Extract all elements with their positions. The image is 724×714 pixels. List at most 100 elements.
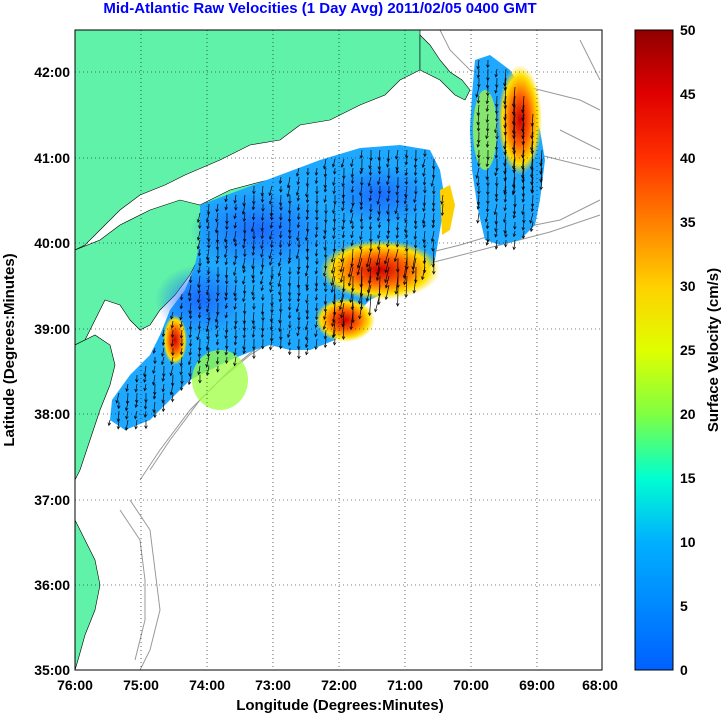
velocity-arrow — [513, 122, 516, 139]
velocity-arrowhead — [377, 166, 381, 170]
velocity-arrow — [287, 185, 291, 197]
velocity-arrowhead — [430, 238, 435, 243]
velocity-arrow — [486, 221, 489, 229]
velocity-arrowhead — [485, 242, 489, 246]
velocity-arrow — [386, 176, 390, 185]
velocity-arrow — [144, 410, 147, 418]
velocity-arrowhead — [305, 248, 310, 253]
velocity-arrow — [388, 221, 390, 234]
velocity-arrow — [413, 275, 417, 294]
velocity-arrowhead — [494, 228, 498, 232]
velocity-arrow — [171, 356, 174, 365]
velocity-arrowhead — [403, 281, 407, 286]
velocity-arrowhead — [356, 264, 361, 269]
velocity-arrowhead — [386, 164, 390, 168]
velocity-arrow — [306, 275, 309, 288]
velocity-arrowhead — [315, 261, 319, 265]
velocity-arrowhead — [413, 236, 418, 240]
velocity-arrowhead — [421, 164, 426, 168]
velocity-arrowhead — [188, 315, 193, 320]
land-cape-cod — [419, 34, 471, 101]
velocity-arrowhead — [323, 184, 327, 189]
velocity-arrow — [234, 194, 237, 204]
velocity-arrow — [359, 284, 363, 304]
velocity-arrowhead — [332, 333, 337, 338]
velocity-arrow — [513, 86, 516, 107]
velocity-arrow — [423, 167, 426, 177]
velocity-arrow — [396, 185, 399, 195]
velocity-arrow — [279, 311, 282, 323]
velocity-arrow — [414, 158, 417, 168]
velocity-arrowhead — [503, 191, 508, 196]
x-tick-label: 72:00 — [321, 677, 357, 693]
velocity-arrow — [350, 311, 354, 330]
velocity-arrow — [369, 221, 372, 230]
velocity-arrow — [242, 293, 246, 302]
velocity-arrowhead — [188, 334, 193, 339]
velocity-arrowhead — [161, 342, 166, 346]
velocity-arrow — [261, 239, 264, 249]
velocity-arrow — [333, 284, 336, 304]
velocity-arrowhead — [521, 199, 526, 203]
velocity-arrow — [360, 167, 363, 174]
velocity-arrowhead — [341, 226, 345, 230]
velocity-arrow — [396, 230, 399, 239]
velocity-arrowhead — [242, 290, 247, 295]
velocity-arrow — [332, 158, 336, 167]
hotspot-cape-cod — [498, 65, 542, 175]
velocity-arrowhead — [250, 228, 255, 233]
velocity-arrowhead — [215, 218, 219, 223]
velocity-arrow — [117, 410, 120, 422]
velocity-arrowhead — [367, 268, 371, 273]
velocity-arrow — [522, 230, 525, 239]
velocity-arrow — [135, 419, 138, 429]
velocity-arrowhead — [286, 184, 291, 189]
velocity-arrowhead — [278, 328, 282, 332]
colorbar-tick-label: 15 — [680, 470, 696, 486]
velocity-arrowhead — [475, 175, 479, 179]
velocity-arrowhead — [205, 328, 209, 333]
velocity-arrowhead — [476, 144, 480, 148]
velocity-arrowhead — [314, 324, 318, 329]
velocity-arrow — [513, 131, 516, 151]
velocity-arrow — [324, 167, 327, 177]
colorbar-tick-label: 45 — [680, 86, 696, 102]
velocity-arrow — [333, 221, 336, 231]
velocity-arrowhead — [476, 219, 480, 224]
velocity-arrowhead — [377, 157, 381, 161]
velocity-arrow — [297, 329, 300, 336]
velocity-arrowhead — [179, 305, 184, 310]
velocity-arrowhead — [377, 171, 382, 175]
velocity-arrow — [189, 320, 192, 330]
velocity-arrowhead — [396, 216, 400, 221]
velocity-arrow — [531, 176, 534, 193]
velocity-arrow — [180, 347, 183, 355]
velocity-arrow — [441, 194, 444, 205]
velocity-arrow — [262, 212, 264, 221]
velocity-arrow — [486, 140, 489, 148]
velocity-arrow — [522, 131, 525, 145]
velocity-arrow — [331, 248, 336, 263]
velocity-arrowhead — [215, 341, 220, 346]
velocity-arrow — [188, 284, 192, 296]
velocity-arrowhead — [404, 172, 409, 177]
velocity-arrowhead — [314, 288, 319, 292]
velocity-arrowhead — [305, 199, 310, 204]
velocity-arrowhead — [297, 244, 301, 249]
velocity-arrow — [396, 221, 399, 231]
velocity-arrow — [252, 329, 255, 338]
velocity-arrow — [340, 284, 345, 303]
velocity-arrowhead — [134, 388, 138, 393]
velocity-arrowhead — [215, 239, 220, 244]
velocity-arrowhead — [494, 146, 499, 151]
velocity-arrowhead — [116, 426, 121, 430]
velocity-arrow — [494, 122, 498, 133]
velocity-arrowhead — [386, 218, 391, 223]
velocity-arrowhead — [530, 190, 535, 194]
x-axis-label: Longitude (Degrees:Minutes) — [236, 697, 444, 714]
velocity-arrowhead — [224, 314, 228, 319]
velocity-arrowhead — [314, 253, 319, 257]
velocity-arrowhead — [368, 165, 372, 170]
velocity-arrowhead — [206, 260, 211, 265]
